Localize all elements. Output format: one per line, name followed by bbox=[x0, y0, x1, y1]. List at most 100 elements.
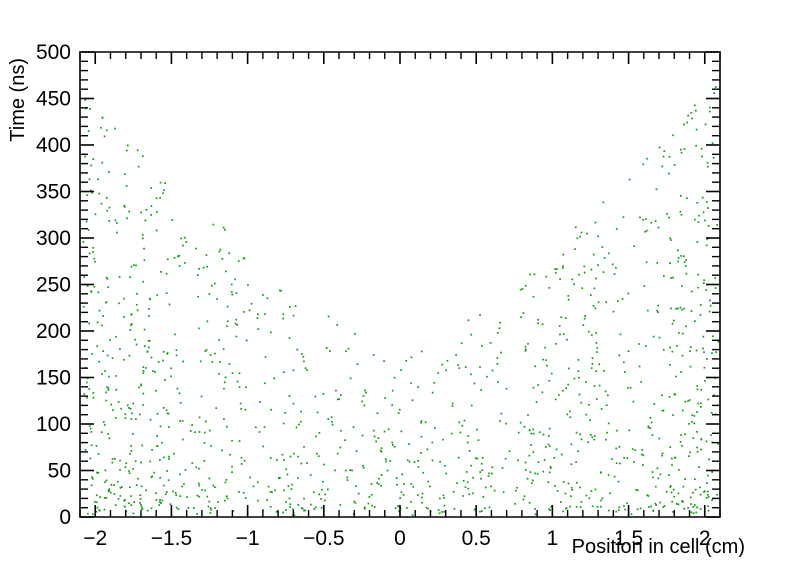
scatter-point bbox=[561, 267, 564, 269]
scatter-point bbox=[103, 508, 106, 511]
scatter-point bbox=[88, 178, 91, 181]
scatter-point bbox=[442, 494, 445, 497]
scatter-point bbox=[106, 354, 109, 357]
scatter-point bbox=[150, 507, 153, 510]
scatter-point bbox=[354, 501, 357, 504]
scatter-point bbox=[163, 189, 165, 192]
scatter-point bbox=[680, 213, 683, 216]
scatter-point bbox=[656, 309, 658, 312]
scatter-point bbox=[130, 450, 133, 452]
scatter-point bbox=[499, 321, 501, 324]
scatter-point bbox=[500, 351, 502, 354]
scatter-point bbox=[623, 505, 625, 507]
scatter-point bbox=[685, 272, 688, 275]
scatter-point bbox=[247, 284, 249, 287]
scatter-point bbox=[467, 435, 470, 437]
scatter-point bbox=[344, 439, 346, 442]
scatter-point bbox=[118, 276, 121, 278]
scatter-point bbox=[696, 385, 699, 387]
scatter-point bbox=[583, 265, 586, 268]
scatter-point bbox=[468, 493, 471, 496]
scatter-point bbox=[91, 477, 94, 480]
scatter-point bbox=[167, 412, 170, 415]
scatter-point bbox=[85, 107, 87, 110]
scatter-point bbox=[593, 385, 596, 388]
scatter-point bbox=[631, 448, 634, 451]
scatter-point bbox=[705, 497, 708, 499]
scatter-point bbox=[694, 478, 696, 481]
scatter-point bbox=[400, 491, 403, 494]
scatter-point bbox=[107, 387, 110, 390]
scatter-point bbox=[287, 485, 290, 488]
scatter-point bbox=[484, 486, 487, 489]
scatter-point bbox=[622, 361, 625, 364]
x-tick-label: −0.5 bbox=[303, 527, 344, 550]
scatter-point bbox=[166, 258, 169, 261]
scatter-point bbox=[309, 474, 312, 476]
scatter-point bbox=[262, 509, 265, 511]
scatter-point bbox=[562, 510, 564, 513]
scatter-point bbox=[698, 466, 700, 468]
scatter-point bbox=[123, 316, 125, 318]
scatter-point bbox=[148, 340, 151, 342]
scatter-point bbox=[124, 413, 127, 416]
scatter-point bbox=[362, 395, 365, 398]
scatter-point bbox=[375, 440, 377, 443]
scatter-point bbox=[98, 309, 101, 312]
scatter-point bbox=[140, 485, 143, 488]
scatter-point bbox=[240, 408, 242, 410]
scatter-point bbox=[554, 398, 557, 401]
scatter-point bbox=[191, 462, 194, 464]
scatter-point bbox=[658, 146, 661, 149]
scatter-point bbox=[488, 472, 490, 475]
scatter-point bbox=[570, 443, 573, 446]
scatter-point bbox=[564, 317, 567, 319]
scatter-point bbox=[451, 402, 454, 405]
scatter-point bbox=[615, 447, 618, 450]
scatter-point bbox=[710, 411, 713, 414]
scatter-point bbox=[548, 287, 551, 289]
scatter-point bbox=[84, 155, 87, 158]
scatter-point bbox=[648, 506, 650, 508]
scatter-point bbox=[654, 485, 657, 488]
scatter-point bbox=[104, 469, 107, 472]
scatter-point bbox=[626, 502, 628, 505]
x-tick-label: −2 bbox=[83, 527, 107, 550]
scatter-point bbox=[135, 418, 137, 420]
scatter-point bbox=[267, 485, 270, 488]
scatter-point bbox=[297, 477, 299, 479]
scatter-point bbox=[697, 273, 700, 276]
scatter-point bbox=[299, 420, 302, 423]
scatter-point bbox=[101, 117, 104, 119]
scatter-point bbox=[446, 359, 449, 362]
scatter-point bbox=[140, 384, 143, 387]
scatter-point bbox=[479, 471, 482, 473]
scatter-point bbox=[225, 478, 228, 481]
scatter-point bbox=[642, 218, 644, 221]
scatter-point bbox=[362, 466, 365, 469]
scatter-point bbox=[116, 231, 118, 234]
scatter-point bbox=[139, 502, 141, 504]
scatter-point bbox=[455, 354, 457, 356]
scatter-point bbox=[226, 305, 229, 308]
scatter-point bbox=[95, 510, 98, 513]
scatter-point bbox=[677, 492, 680, 495]
scatter-point bbox=[642, 464, 644, 466]
scatter-point bbox=[123, 173, 126, 175]
scatter-point bbox=[322, 393, 325, 395]
scatter-point bbox=[591, 362, 594, 365]
scatter-point bbox=[225, 495, 228, 498]
scatter-point bbox=[115, 335, 117, 338]
scatter-point bbox=[477, 439, 480, 442]
scatter-point bbox=[98, 360, 101, 363]
scatter-point bbox=[641, 449, 644, 451]
scatter-point bbox=[312, 491, 315, 494]
scatter-point bbox=[590, 334, 593, 337]
scatter-point bbox=[524, 461, 527, 464]
scatter-point bbox=[661, 394, 663, 397]
x-tick-label: 1 bbox=[547, 527, 559, 550]
scatter-point bbox=[687, 114, 689, 117]
scatter-point bbox=[704, 219, 706, 222]
scatter-point bbox=[464, 486, 467, 489]
scatter-point bbox=[587, 441, 590, 444]
